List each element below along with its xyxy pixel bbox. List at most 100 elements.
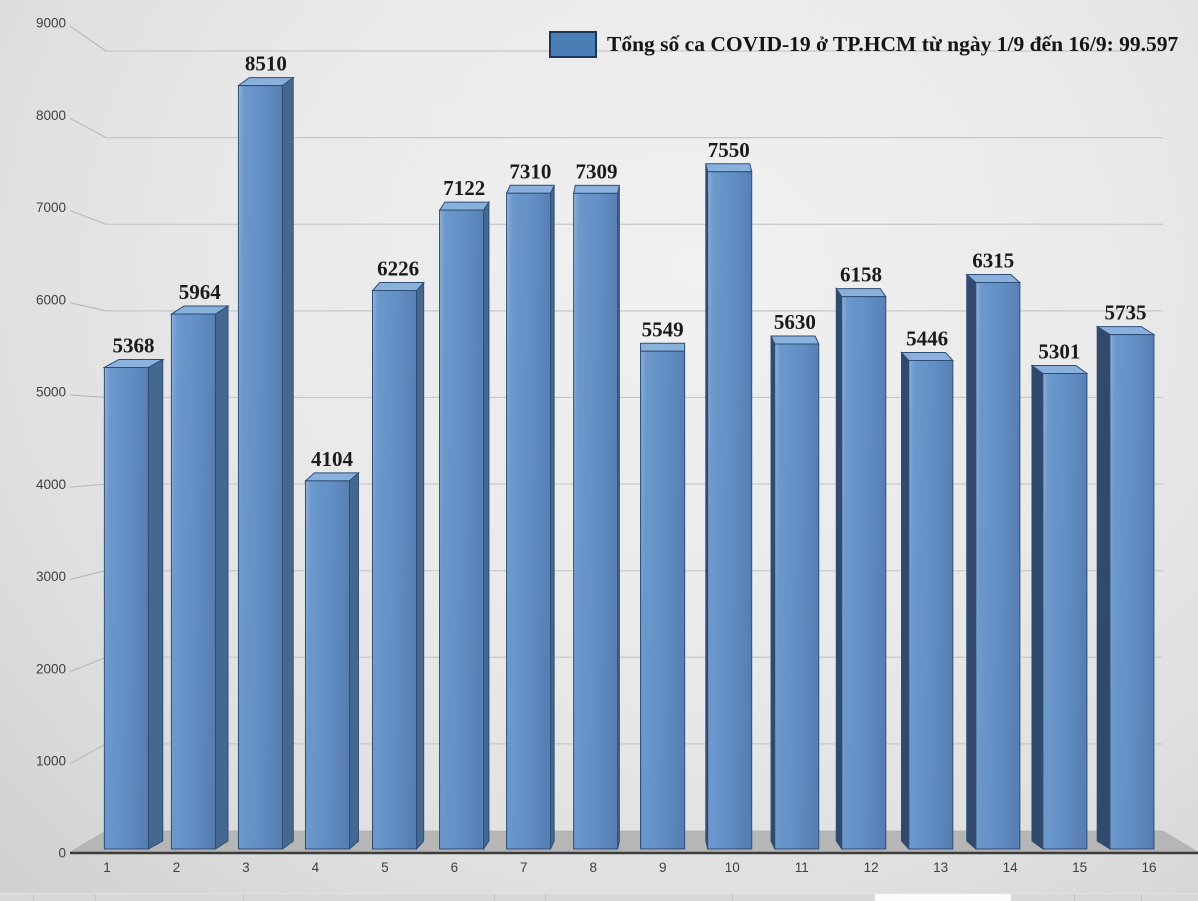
bar-top-face[interactable] — [902, 352, 953, 360]
bar-value-label-1: 5368 — [113, 333, 155, 357]
bar-side-face[interactable] — [771, 336, 775, 849]
bar-1[interactable] — [104, 359, 162, 849]
bar-top-face[interactable] — [507, 185, 555, 193]
bar-value-label-11: 5630 — [774, 310, 816, 334]
bar-value-label-8: 7309 — [575, 159, 617, 183]
bar-top-face[interactable] — [373, 283, 424, 291]
bar-value-label-2: 5964 — [179, 280, 222, 304]
x-tick-11: 11 — [795, 860, 809, 875]
y-tick-leader-6000 — [70, 303, 106, 311]
bar-value-label-10: 7550 — [708, 138, 750, 162]
bar-11[interactable] — [771, 336, 819, 849]
bar-15[interactable] — [1032, 366, 1087, 849]
bar-value-label-4: 4104 — [311, 447, 354, 471]
bar-side-face[interactable] — [902, 352, 909, 849]
bar-front-face[interactable] — [238, 86, 282, 849]
y-tick-leader-4000 — [70, 484, 106, 487]
y-tick-8000: 8000 — [36, 108, 66, 123]
y-tick-leader-1000 — [70, 744, 106, 764]
bar-front-face[interactable] — [909, 360, 953, 849]
bar-9[interactable] — [641, 343, 685, 849]
bar-top-face[interactable] — [771, 336, 819, 344]
y-tick-leader-8000 — [70, 118, 106, 137]
legend-label: Tổng số ca COVID-19 ở TP.HCM từ ngày 1/9… — [607, 32, 1178, 57]
bar-front-face[interactable] — [842, 297, 886, 849]
bar-side-face[interactable] — [484, 202, 489, 849]
bar-front-face[interactable] — [976, 283, 1020, 849]
y-tick-7000: 7000 — [36, 200, 66, 215]
x-tick-13: 13 — [933, 860, 948, 875]
bar-front-face[interactable] — [171, 314, 215, 849]
bar-side-face[interactable] — [551, 185, 555, 849]
bar-12[interactable] — [836, 289, 886, 849]
legend-swatch[interactable] — [549, 31, 597, 58]
bar-front-face[interactable] — [1110, 335, 1154, 849]
chart-legend[interactable]: Tổng số ca COVID-19 ở TP.HCM từ ngày 1/9… — [549, 30, 1178, 58]
y-tick-1000: 1000 — [36, 753, 66, 768]
y-tick-5000: 5000 — [36, 385, 66, 400]
bar-7[interactable] — [507, 185, 555, 849]
bar-side-face[interactable] — [349, 473, 358, 849]
x-tick-4: 4 — [312, 860, 320, 875]
bar-side-face[interactable] — [1097, 327, 1110, 849]
bar-front-face[interactable] — [574, 193, 618, 849]
bar-front-face[interactable] — [104, 367, 148, 849]
bar-top-face[interactable] — [641, 343, 685, 351]
bar-value-label-13: 5446 — [906, 326, 948, 350]
x-tick-15: 15 — [1072, 860, 1087, 875]
bar-value-label-7: 7310 — [509, 159, 551, 183]
y-tick-leader-2000 — [70, 657, 106, 671]
bar-top-face[interactable] — [305, 473, 358, 481]
bar-value-label-6: 7122 — [443, 176, 485, 200]
bar-front-face[interactable] — [373, 291, 417, 849]
x-tick-12: 12 — [864, 860, 879, 875]
bar-front-face[interactable] — [641, 351, 685, 849]
bar-value-label-15: 5301 — [1038, 340, 1080, 364]
bar-top-face[interactable] — [967, 275, 1020, 283]
bar-side-face[interactable] — [967, 275, 976, 849]
bar-16[interactable] — [1097, 327, 1154, 849]
y-tick-leader-7000 — [70, 210, 106, 224]
bar-side-face[interactable] — [836, 289, 842, 849]
x-tick-5: 5 — [381, 860, 389, 875]
bar-front-face[interactable] — [305, 481, 349, 849]
x-tick-6: 6 — [451, 860, 459, 875]
bar-front-face[interactable] — [440, 210, 484, 849]
bar-side-face[interactable] — [282, 78, 293, 849]
y-tick-9000: 9000 — [36, 16, 66, 31]
bar-side-face[interactable] — [417, 283, 424, 849]
bar-top-face[interactable] — [836, 289, 886, 297]
bar-side-face[interactable] — [215, 306, 228, 849]
bar-13[interactable] — [902, 352, 953, 849]
bar-top-face[interactable] — [706, 164, 752, 172]
x-tick-8: 8 — [590, 860, 598, 875]
x-tick-14: 14 — [1003, 860, 1019, 875]
y-tick-4000: 4000 — [36, 477, 66, 492]
bar-8[interactable] — [574, 185, 620, 849]
bar-value-label-12: 6158 — [840, 263, 882, 287]
y-tick-leader-5000 — [70, 395, 106, 398]
bar-14[interactable] — [967, 275, 1020, 849]
bar-10[interactable] — [706, 164, 752, 849]
bar-3[interactable] — [238, 78, 293, 849]
bar-front-face[interactable] — [1043, 374, 1087, 849]
y-tick-2000: 2000 — [36, 661, 66, 676]
bar-value-label-9: 5549 — [642, 317, 684, 341]
bar-6[interactable] — [440, 202, 489, 849]
bar-top-face[interactable] — [574, 185, 620, 193]
bar-side-face[interactable] — [148, 359, 162, 849]
bar-side-face[interactable] — [1032, 366, 1043, 849]
bar-value-label-5: 6226 — [377, 257, 419, 281]
y-tick-0: 0 — [58, 846, 66, 861]
bar-2[interactable] — [171, 306, 228, 849]
bar-5[interactable] — [373, 283, 424, 849]
bar-front-face[interactable] — [775, 344, 819, 849]
x-tick-2: 2 — [173, 860, 181, 875]
bar-front-face[interactable] — [708, 172, 752, 849]
bar-4[interactable] — [305, 473, 358, 849]
bar-top-face[interactable] — [440, 202, 489, 210]
bar-front-face[interactable] — [507, 193, 551, 849]
x-tick-1: 1 — [103, 860, 111, 875]
